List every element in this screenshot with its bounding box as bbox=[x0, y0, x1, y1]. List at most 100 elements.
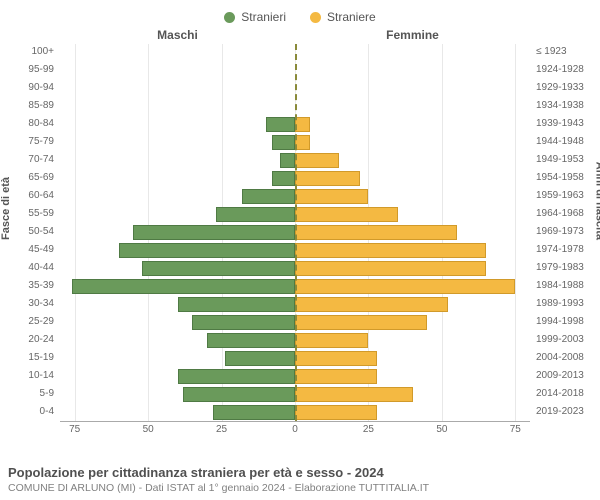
birth-label: 1964-1968 bbox=[530, 208, 584, 219]
age-label: 15-19 bbox=[28, 352, 60, 363]
age-label: 25-29 bbox=[28, 316, 60, 327]
chart-wrap: Fasce di età Anni di nascita 100+≤ 19239… bbox=[0, 44, 600, 436]
birth-label: 1934-1938 bbox=[530, 100, 584, 111]
bar-female bbox=[295, 243, 486, 258]
age-label: 30-34 bbox=[28, 298, 60, 309]
birth-label: 1924-1928 bbox=[530, 64, 584, 75]
age-label: 10-14 bbox=[28, 370, 60, 381]
age-label: 55-59 bbox=[28, 208, 60, 219]
birth-label: 2009-2013 bbox=[530, 370, 584, 381]
bar-male bbox=[207, 333, 295, 348]
bar-male bbox=[192, 315, 295, 330]
footer: Popolazione per cittadinanza straniera p… bbox=[8, 465, 592, 494]
x-tick: 0 bbox=[292, 424, 298, 435]
y-axis-title-left: Fasce di età bbox=[0, 177, 12, 240]
plot-area: 100+≤ 192395-991924-192890-941929-193385… bbox=[60, 44, 530, 422]
header-female: Femmine bbox=[295, 28, 530, 42]
birth-label: 1944-1948 bbox=[530, 136, 584, 147]
header-male: Maschi bbox=[60, 28, 295, 42]
bar-male bbox=[133, 225, 295, 240]
age-label: 95-99 bbox=[28, 64, 60, 75]
bar-male bbox=[72, 279, 295, 294]
birth-label: 1974-1978 bbox=[530, 244, 584, 255]
legend-item-female: Straniere bbox=[310, 10, 376, 24]
chart-title: Popolazione per cittadinanza straniera p… bbox=[8, 465, 592, 480]
bar-male bbox=[272, 135, 296, 150]
birth-label: 1984-1988 bbox=[530, 280, 584, 291]
birth-label: 1989-1993 bbox=[530, 298, 584, 309]
bar-female bbox=[295, 333, 368, 348]
x-tick: 75 bbox=[510, 424, 521, 435]
birth-label: 1954-1958 bbox=[530, 172, 584, 183]
x-axis: 75 50 25 0 25 50 75 bbox=[60, 422, 530, 436]
age-label: 40-44 bbox=[28, 262, 60, 273]
bar-male bbox=[242, 189, 295, 204]
bar-female bbox=[295, 351, 377, 366]
bar-female bbox=[295, 171, 360, 186]
chart-subtitle: COMUNE DI ARLUNO (MI) - Dati ISTAT al 1°… bbox=[8, 482, 592, 494]
bar-female bbox=[295, 225, 457, 240]
x-tick: 25 bbox=[363, 424, 374, 435]
age-label: 70-74 bbox=[28, 154, 60, 165]
age-label: 35-39 bbox=[28, 280, 60, 291]
bar-male bbox=[178, 297, 296, 312]
birth-label: 1979-1983 bbox=[530, 262, 584, 273]
x-tick: 50 bbox=[436, 424, 447, 435]
birth-label: 1999-2003 bbox=[530, 334, 584, 345]
bar-male bbox=[225, 351, 296, 366]
bar-female bbox=[295, 135, 310, 150]
birth-label: ≤ 1923 bbox=[530, 46, 567, 57]
bar-male bbox=[142, 261, 295, 276]
birth-label: 1994-1998 bbox=[530, 316, 584, 327]
age-label: 85-89 bbox=[28, 100, 60, 111]
bar-female bbox=[295, 189, 368, 204]
bar-female bbox=[295, 207, 398, 222]
age-label: 0-4 bbox=[40, 406, 60, 417]
legend-swatch-male bbox=[224, 12, 235, 23]
bar-female bbox=[295, 297, 448, 312]
column-headers: Maschi Femmine bbox=[0, 28, 600, 42]
birth-label: 2014-2018 bbox=[530, 388, 584, 399]
birth-label: 1969-1973 bbox=[530, 226, 584, 237]
birth-label: 1949-1953 bbox=[530, 154, 584, 165]
birth-label: 1939-1943 bbox=[530, 118, 584, 129]
bar-female bbox=[295, 279, 515, 294]
age-label: 5-9 bbox=[40, 388, 60, 399]
legend-item-male: Stranieri bbox=[224, 10, 286, 24]
x-tick: 25 bbox=[216, 424, 227, 435]
age-label: 65-69 bbox=[28, 172, 60, 183]
age-label: 20-24 bbox=[28, 334, 60, 345]
bar-male bbox=[280, 153, 295, 168]
x-tick: 75 bbox=[69, 424, 80, 435]
age-label: 75-79 bbox=[28, 136, 60, 147]
legend-label-male: Stranieri bbox=[241, 10, 286, 24]
age-label: 100+ bbox=[31, 46, 60, 57]
age-label: 90-94 bbox=[28, 82, 60, 93]
bar-male bbox=[183, 387, 295, 402]
bar-female bbox=[295, 117, 310, 132]
legend: Stranieri Straniere bbox=[0, 0, 600, 28]
bar-female bbox=[295, 261, 486, 276]
bar-male bbox=[266, 117, 295, 132]
legend-swatch-female bbox=[310, 12, 321, 23]
age-label: 60-64 bbox=[28, 190, 60, 201]
bar-female bbox=[295, 387, 413, 402]
bar-female bbox=[295, 405, 377, 420]
birth-label: 2019-2023 bbox=[530, 406, 584, 417]
age-label: 80-84 bbox=[28, 118, 60, 129]
birth-label: 2004-2008 bbox=[530, 352, 584, 363]
birth-label: 1959-1963 bbox=[530, 190, 584, 201]
age-label: 45-49 bbox=[28, 244, 60, 255]
bar-male bbox=[272, 171, 296, 186]
bar-female bbox=[295, 315, 427, 330]
birth-label: 1929-1933 bbox=[530, 82, 584, 93]
x-tick: 50 bbox=[143, 424, 154, 435]
bar-male bbox=[213, 405, 295, 420]
bar-male bbox=[216, 207, 295, 222]
legend-label-female: Straniere bbox=[327, 10, 376, 24]
center-line bbox=[295, 44, 297, 421]
bar-female bbox=[295, 153, 339, 168]
y-axis-title-right: Anni di nascita bbox=[593, 162, 600, 240]
age-label: 50-54 bbox=[28, 226, 60, 237]
bar-male bbox=[178, 369, 296, 384]
